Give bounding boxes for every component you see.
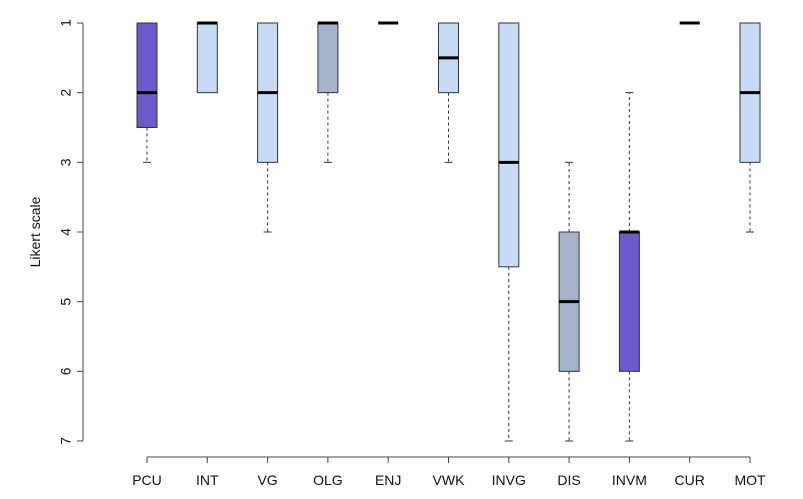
plot-area (136, 21, 761, 442)
y-tick-label: 4 (58, 228, 74, 236)
box-mot (739, 22, 761, 233)
box-invm (618, 92, 640, 442)
box-body (618, 231, 640, 372)
y-tick-label: 2 (58, 89, 74, 97)
x-tick-label: VWK (433, 472, 466, 488)
box-vwk (438, 22, 459, 163)
y-tick-label: 6 (58, 367, 74, 375)
box-int (196, 21, 218, 94)
x-tick-label: INT (196, 472, 219, 488)
x-tick-label: INVM (612, 472, 647, 488)
y-tick-label: 3 (58, 158, 74, 166)
y-axis: 1 2 3 4 5 6 7 (58, 19, 84, 445)
y-tick-label: 7 (58, 437, 74, 445)
box-body (498, 22, 520, 268)
x-tick-label: PCU (132, 472, 162, 488)
box-dis (558, 161, 580, 442)
x-axis: PCU INT VG OLG ENJ VWK INVG DIS INVM CUR MOT (132, 456, 766, 488)
box-body (136, 22, 158, 128)
box-olg (317, 21, 339, 163)
x-tick-label: DIS (557, 472, 580, 488)
x-tick-label: ENJ (375, 472, 401, 488)
x-tick-label: VG (257, 472, 277, 488)
box-body (196, 22, 218, 94)
box-vg (257, 22, 279, 233)
y-tick-label: 5 (58, 298, 74, 306)
x-tick-label: MOT (734, 472, 766, 488)
x-tick-label: CUR (675, 472, 705, 488)
box-pcu (136, 22, 158, 163)
x-tick-label: INVG (492, 472, 526, 488)
y-axis-label: Likert scale (27, 196, 43, 267)
box-invg (498, 22, 520, 442)
y-tick-label: 1 (58, 19, 74, 27)
x-tick-label: OLG (313, 472, 343, 488)
box-body (317, 22, 339, 94)
